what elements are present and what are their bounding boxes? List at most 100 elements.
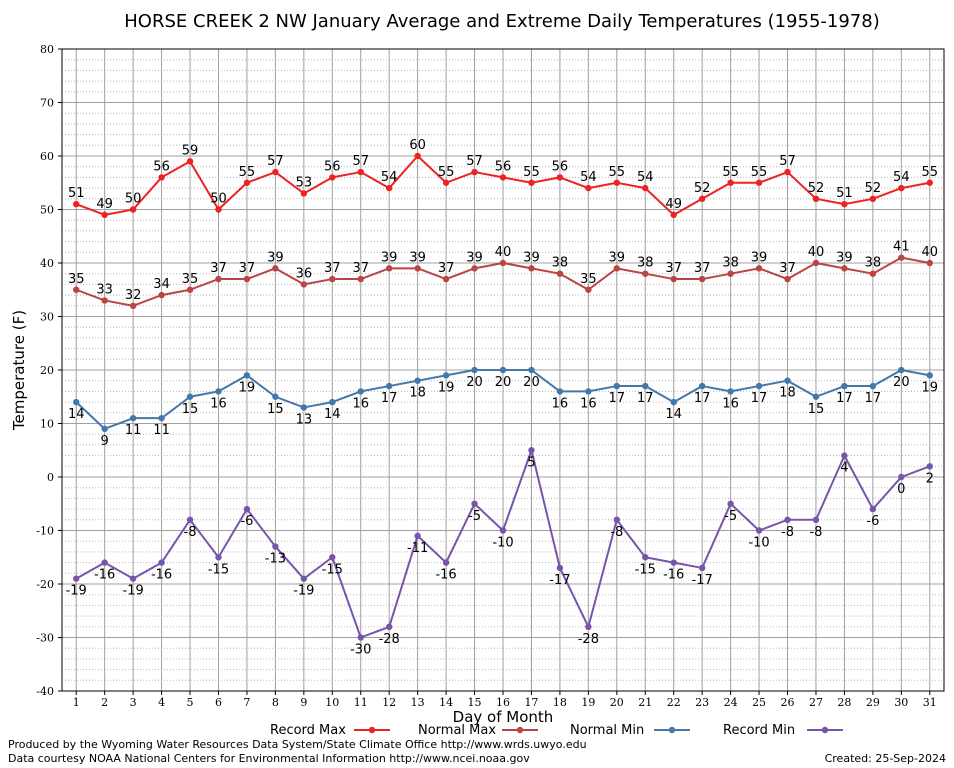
normal-max-data-label: 32 <box>125 288 142 303</box>
normal-min-data-label: 17 <box>694 391 711 406</box>
normal-min-data-label: 19 <box>438 380 455 395</box>
x-tick-label: 28 <box>837 696 851 709</box>
normal-min-point <box>442 372 450 379</box>
record-max-point <box>727 179 734 186</box>
record-min-point <box>727 500 734 507</box>
normal-max-data-label: 37 <box>352 261 369 276</box>
record-max-data-label: 49 <box>665 197 682 212</box>
x-axis-label: Day of Month <box>453 708 554 726</box>
record-min-point <box>670 559 677 566</box>
x-tick-label: 17 <box>524 696 538 709</box>
record-max-data-label: 50 <box>125 192 142 207</box>
record-max-point <box>556 174 564 181</box>
normal-max-point <box>670 275 677 283</box>
normal-min-point <box>357 388 364 395</box>
record-min-data-label: -16 <box>435 568 456 583</box>
normal-min-data-label: 20 <box>523 375 540 390</box>
y-tick-label: 20 <box>40 364 54 377</box>
series-record-max: 51 49 50 56 59 50 55 57 53 56 57 54 60 55 57 56 55 56 54 55… <box>68 138 938 219</box>
normal-min-point <box>158 414 165 422</box>
normal-max-point <box>926 259 933 267</box>
normal-max-point <box>812 259 820 267</box>
normal-min-data-label: 16 <box>580 396 597 411</box>
record-min-point <box>585 623 592 630</box>
x-tick-label: 25 <box>752 696 766 709</box>
record-min-point <box>442 559 450 566</box>
record-min-data-label: -5 <box>724 509 737 524</box>
record-max-point <box>670 211 677 219</box>
record-max-data-label: 54 <box>580 170 597 185</box>
record-min-point <box>357 634 364 641</box>
normal-max-data-label: 40 <box>808 245 825 260</box>
record-min-data-label: -5 <box>468 509 481 524</box>
record-min-point <box>499 527 507 534</box>
normal-max-point <box>642 270 649 277</box>
record-min-data-label: -17 <box>692 573 713 588</box>
y-tick-label: 70 <box>40 97 54 110</box>
normal-min-data-label: 16 <box>352 396 369 411</box>
x-tick-label: 2 <box>101 696 108 709</box>
record-min-point <box>812 516 820 523</box>
legend-label-record-max: Record Max <box>270 723 346 738</box>
record-max-point <box>841 200 848 208</box>
y-tick-label: 50 <box>40 204 54 217</box>
x-tick-label: 27 <box>809 696 823 709</box>
normal-min-data-label: 18 <box>779 386 796 401</box>
normal-max-point <box>613 265 621 272</box>
normal-min-point <box>642 382 649 390</box>
record-min-point <box>613 516 621 523</box>
normal-min-point <box>898 366 905 374</box>
normal-min-point <box>215 388 222 395</box>
normal-min-point <box>329 398 336 406</box>
record-min-point <box>698 564 706 572</box>
record-min-data-label: -19 <box>66 584 87 599</box>
y-tick-label: -10 <box>36 525 54 538</box>
record-min-point <box>841 452 848 459</box>
y-tick-label: 40 <box>40 257 54 270</box>
normal-min-point <box>272 393 279 400</box>
record-min-point <box>869 505 877 513</box>
normal-min-point <box>585 388 592 395</box>
normal-min-data-label: 19 <box>239 380 256 395</box>
footer-created-date: Created: 25-Sep-2024 <box>825 752 946 765</box>
normal-max-point <box>357 275 364 283</box>
normal-max-data-label: 39 <box>381 250 398 265</box>
legend: Record Max Normal Max Normal Min Record Min <box>270 723 843 738</box>
footer-data-courtesy: Data courtesy NOAA National Centers for … <box>8 752 530 765</box>
record-max-point <box>898 184 905 192</box>
record-min-point <box>158 559 165 566</box>
record-min-data-label: -16 <box>94 568 115 583</box>
normal-min-point <box>784 377 791 384</box>
record-max-data-label: 57 <box>779 154 796 169</box>
normal-max-data-label: 37 <box>210 261 227 276</box>
x-tick-label: 18 <box>553 696 567 709</box>
normal-max-point <box>869 270 877 277</box>
record-max-data-label: 55 <box>751 165 768 180</box>
normal-max-point <box>442 275 450 283</box>
normal-min-point <box>670 398 677 406</box>
normal-min-point <box>556 388 564 395</box>
x-tick-label: 4 <box>158 696 165 709</box>
record-min-data-label: 5 <box>527 455 535 470</box>
record-min-data-label: -13 <box>265 552 286 567</box>
x-tick-label: 3 <box>130 696 137 709</box>
normal-min-data-label: 17 <box>609 391 626 406</box>
normal-max-data-label: 39 <box>751 250 768 265</box>
x-tick-label: 14 <box>439 696 453 709</box>
record-min-point <box>471 500 478 507</box>
normal-min-point <box>471 366 478 374</box>
record-max-point <box>357 168 364 176</box>
record-max-data-label: 57 <box>352 154 369 169</box>
normal-min-data-label: 14 <box>68 407 85 422</box>
normal-min-data-label: 16 <box>210 396 227 411</box>
normal-min-point <box>727 388 734 395</box>
record-max-data-label: 55 <box>438 165 455 180</box>
normal-max-data-label: 38 <box>637 256 654 271</box>
normal-min-data-label: 15 <box>182 402 199 417</box>
record-max-point <box>186 158 194 165</box>
x-tick-label: 22 <box>667 696 681 709</box>
record-min-point <box>73 575 80 582</box>
normal-max-point <box>158 291 165 299</box>
y-tick-label: 10 <box>40 418 54 431</box>
